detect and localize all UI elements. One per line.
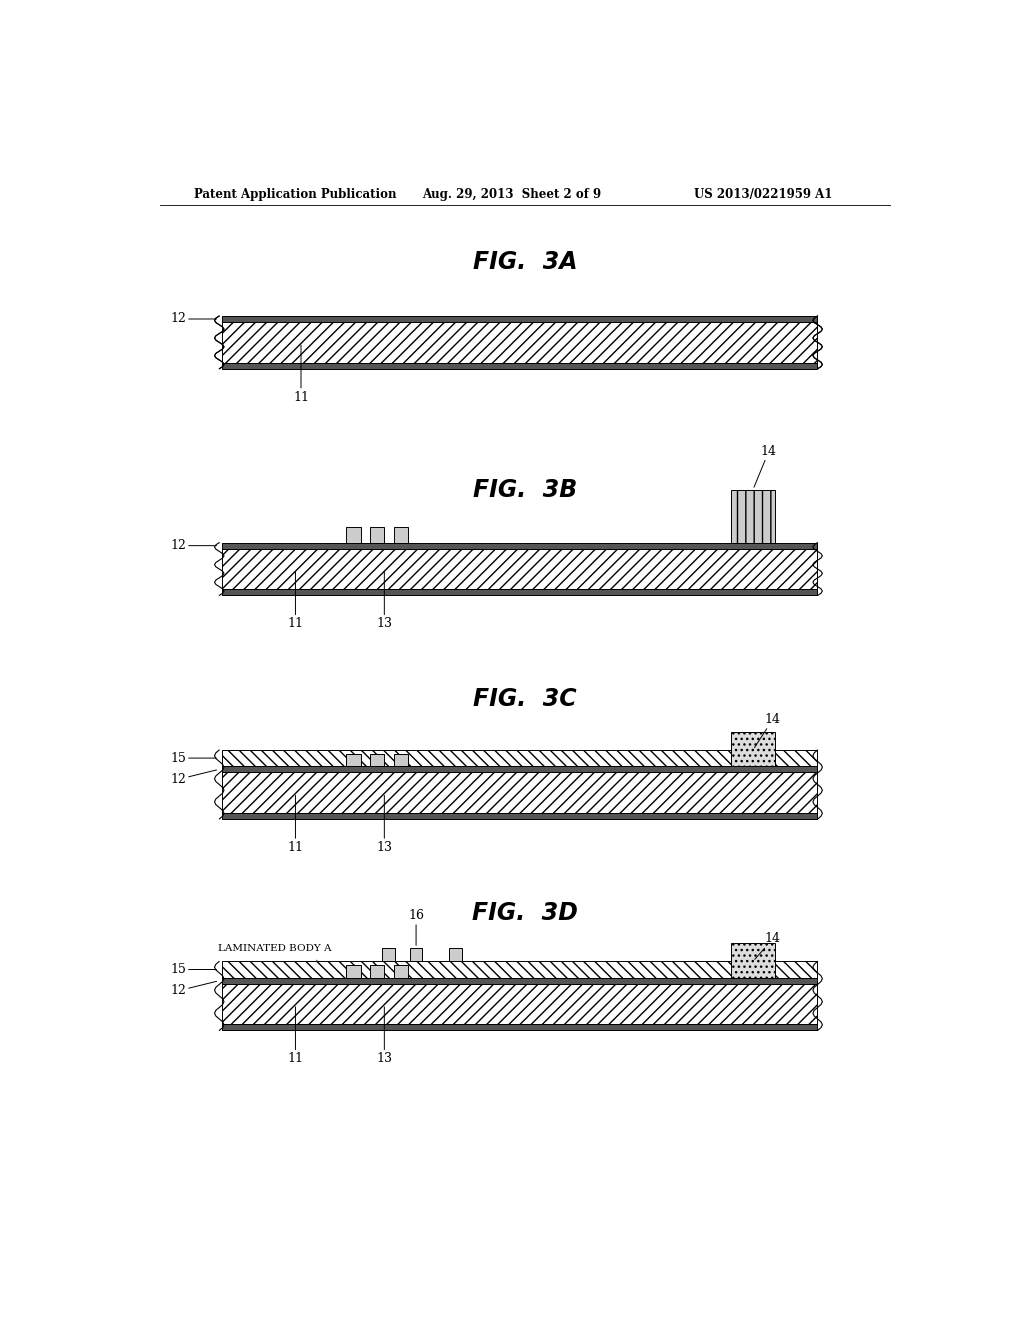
Bar <box>382 948 394 961</box>
Bar <box>221 766 817 772</box>
Text: 12: 12 <box>170 770 216 785</box>
Text: 13: 13 <box>377 796 392 854</box>
Text: 14: 14 <box>755 713 781 747</box>
Bar <box>394 754 409 766</box>
Text: 15: 15 <box>170 964 216 975</box>
Text: 15: 15 <box>170 751 216 764</box>
Text: FIG.  3B: FIG. 3B <box>473 478 577 502</box>
Bar <box>370 528 384 543</box>
Bar <box>731 731 775 766</box>
Text: 13: 13 <box>377 572 392 631</box>
Bar <box>221 750 817 766</box>
Text: 14: 14 <box>754 445 777 487</box>
Text: US 2013/0221959 A1: US 2013/0221959 A1 <box>694 189 833 202</box>
Text: 11: 11 <box>288 572 303 631</box>
Bar <box>346 965 360 978</box>
Text: 13: 13 <box>377 1007 392 1065</box>
Bar <box>221 1024 817 1031</box>
Bar <box>221 983 817 1024</box>
Text: Patent Application Publication: Patent Application Publication <box>194 189 396 202</box>
Text: 12: 12 <box>170 981 216 998</box>
Text: 11: 11 <box>288 1007 303 1065</box>
Bar <box>221 813 817 818</box>
Text: 11: 11 <box>288 796 303 854</box>
Bar <box>221 322 817 363</box>
Text: LAMINATED BODY A: LAMINATED BODY A <box>218 944 331 953</box>
Text: 12: 12 <box>170 539 216 552</box>
Bar <box>221 549 817 589</box>
Bar <box>370 754 384 766</box>
Bar <box>221 772 817 813</box>
Bar <box>450 948 462 961</box>
Bar <box>370 965 384 978</box>
Text: Aug. 29, 2013  Sheet 2 of 9: Aug. 29, 2013 Sheet 2 of 9 <box>422 189 601 202</box>
Bar <box>346 754 360 766</box>
Text: 14: 14 <box>755 932 781 960</box>
Bar <box>221 543 817 549</box>
Bar <box>731 942 775 978</box>
Bar <box>731 490 775 543</box>
Text: FIG.  3D: FIG. 3D <box>472 900 578 924</box>
Text: 11: 11 <box>293 345 309 404</box>
Text: 16: 16 <box>409 909 424 945</box>
Text: 12: 12 <box>170 313 216 326</box>
Bar <box>221 978 817 983</box>
Bar <box>221 589 817 595</box>
Text: FIG.  3C: FIG. 3C <box>473 688 577 711</box>
Bar <box>410 948 423 961</box>
Bar <box>221 315 817 322</box>
Bar <box>221 961 817 978</box>
Text: FIG.  3A: FIG. 3A <box>472 249 578 275</box>
Bar <box>346 528 360 543</box>
Bar <box>394 965 409 978</box>
Bar <box>221 363 817 368</box>
Bar <box>394 528 409 543</box>
